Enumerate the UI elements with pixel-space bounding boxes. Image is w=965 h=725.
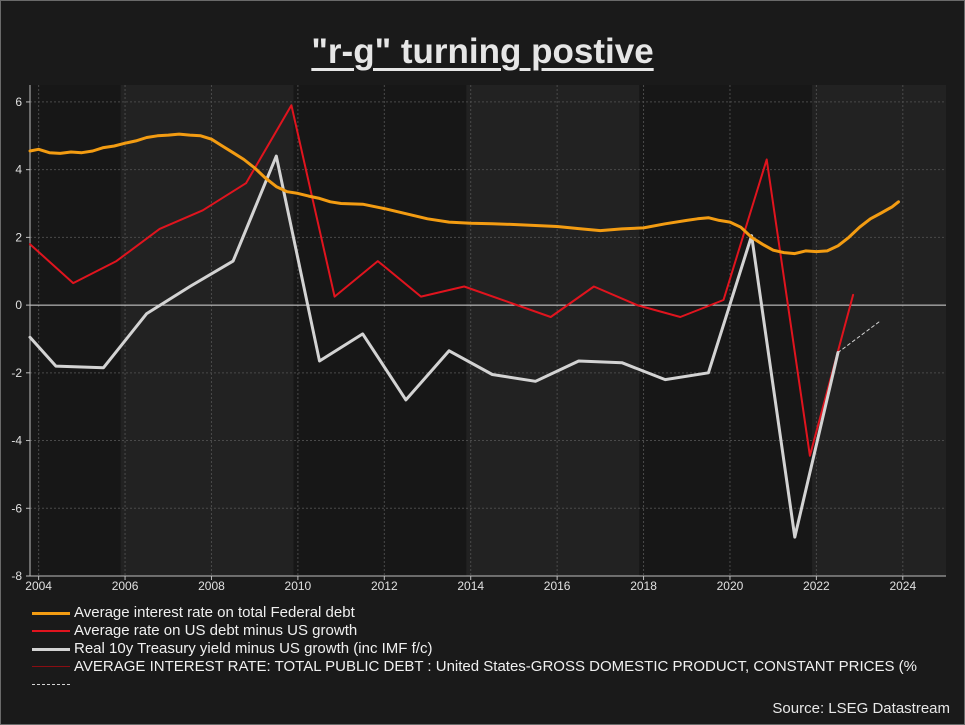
x-tick-label: 2006: [112, 579, 139, 593]
legend-label: Average rate on US debt minus US growth: [74, 622, 358, 639]
series-line-1: [29, 104, 855, 457]
legend-label: AVERAGE INTEREST RATE: TOTAL PUBLIC DEBT…: [74, 658, 917, 675]
legend-swatch-dark-red: [32, 666, 70, 667]
legend-swatch-light-grey: [32, 648, 70, 651]
y-tick-label: -2: [11, 366, 22, 380]
x-tick-label: 2022: [803, 579, 830, 593]
x-tick-label: 2004: [25, 579, 52, 593]
y-tick-label: 2: [15, 230, 22, 244]
y-tick-label: -6: [11, 501, 22, 515]
x-tick-label: 2010: [285, 579, 312, 593]
x-tick-label: 2016: [544, 579, 571, 593]
x-tick-label: 2018: [630, 579, 657, 593]
series-line-0: [28, 132, 900, 256]
y-tick-label: 0: [15, 298, 22, 312]
x-tick-label: 2024: [889, 579, 916, 593]
series-line-4: [837, 319, 882, 353]
x-tick-label: 2020: [717, 579, 744, 593]
x-tick-label: 2008: [198, 579, 225, 593]
y-tick-label: 4: [15, 163, 22, 177]
source-note: Source: LSEG Datastream: [772, 700, 950, 717]
legend-swatch-dashed: [32, 684, 70, 685]
legend-swatch-red: [32, 630, 70, 632]
legend-label: Real 10y Treasury yield minus US growth …: [74, 640, 433, 657]
x-tick-label: 2014: [457, 579, 484, 593]
chart-title: "r-g" turning postive: [311, 32, 654, 71]
legend-label: Average interest rate on total Federal d…: [74, 604, 355, 621]
series-line-2: [28, 154, 840, 539]
shaded-band: [120, 85, 294, 576]
legend-swatch-orange: [32, 612, 70, 615]
shaded-band: [466, 85, 640, 576]
shaded-band: [812, 85, 946, 576]
y-tick-label: 6: [15, 95, 22, 109]
y-tick-label: -4: [11, 434, 22, 448]
x-tick-label: 2012: [371, 579, 398, 593]
y-tick-label: -8: [11, 569, 22, 583]
